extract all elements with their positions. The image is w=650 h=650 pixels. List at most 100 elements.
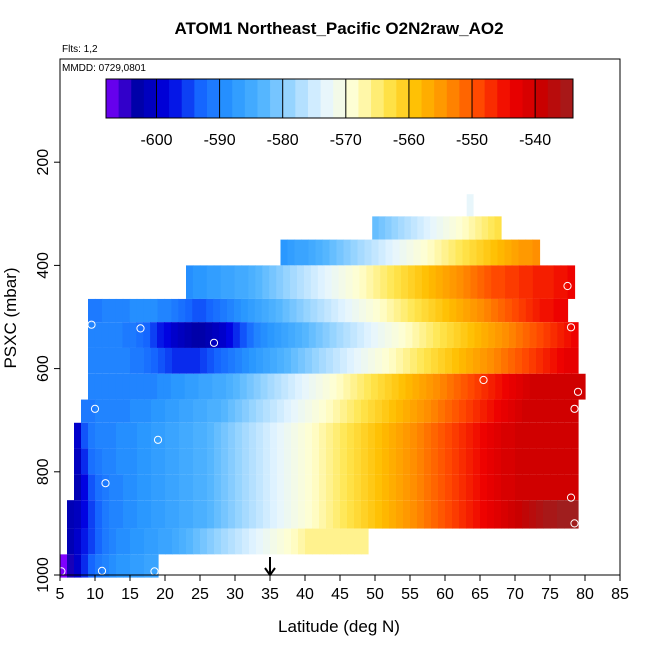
colorbar-segment bbox=[206, 79, 221, 118]
heatmap-cell bbox=[412, 322, 420, 348]
heatmap-cell bbox=[123, 500, 131, 529]
heatmap-cell bbox=[277, 474, 285, 501]
heatmap-cell bbox=[246, 322, 255, 348]
heatmap-cell bbox=[172, 347, 180, 374]
heatmap-cell bbox=[179, 528, 187, 555]
heatmap-cell bbox=[424, 347, 432, 374]
heatmap-cell bbox=[560, 265, 569, 299]
heatmap-cell bbox=[345, 265, 354, 299]
heatmap-cell bbox=[191, 373, 200, 400]
heatmap-cell bbox=[226, 373, 234, 400]
heatmap-cell bbox=[232, 373, 241, 400]
heatmap-cell bbox=[508, 422, 516, 449]
heatmap-cell bbox=[406, 239, 415, 266]
heatmap-cell bbox=[212, 373, 220, 400]
heatmap-cell bbox=[428, 298, 437, 323]
heatmap-cell bbox=[564, 448, 572, 475]
heatmap-cell bbox=[446, 322, 455, 348]
heatmap-cell bbox=[221, 500, 229, 529]
heatmap-cell bbox=[494, 347, 502, 374]
heatmap-cell bbox=[235, 448, 243, 475]
heatmap-cell bbox=[439, 322, 448, 348]
heatmap-cell bbox=[158, 474, 166, 501]
heatmap-cell bbox=[291, 347, 299, 374]
heatmap-cell bbox=[361, 474, 369, 501]
heatmap-cell bbox=[277, 448, 285, 475]
heatmap-cell bbox=[102, 347, 110, 374]
heatmap-cell bbox=[536, 500, 544, 529]
colorbar-segment bbox=[282, 79, 296, 118]
heatmap-cell bbox=[410, 500, 418, 529]
heatmap-cell bbox=[529, 474, 537, 501]
heatmap-cell bbox=[312, 474, 320, 501]
heatmap-cell bbox=[277, 528, 285, 555]
heatmap-cell bbox=[158, 528, 166, 555]
colorbar-segment bbox=[307, 79, 322, 118]
heatmap-cell bbox=[263, 528, 271, 555]
heatmap-cell bbox=[88, 422, 96, 449]
heatmap-cell bbox=[137, 528, 145, 555]
heatmap-cell bbox=[193, 399, 201, 423]
heatmap-cell bbox=[368, 500, 376, 529]
sample-markers bbox=[57, 281, 583, 576]
sample-marker bbox=[209, 338, 219, 347]
heatmap-cell bbox=[116, 422, 124, 449]
heatmap-cell bbox=[396, 474, 404, 501]
heatmap-cell bbox=[179, 500, 187, 529]
heatmap-cell bbox=[116, 554, 124, 578]
heatmap-cell bbox=[137, 448, 145, 475]
heatmap-cell bbox=[377, 373, 386, 400]
heatmap-cell bbox=[319, 528, 327, 555]
heatmap-cell bbox=[375, 500, 383, 529]
heatmap-cell bbox=[144, 500, 152, 529]
heatmap-cell bbox=[536, 347, 544, 374]
heatmap-cell bbox=[456, 265, 465, 299]
heatmap-cell bbox=[435, 298, 444, 323]
heatmap-cell bbox=[199, 265, 208, 299]
heatmap-cell bbox=[384, 322, 393, 348]
heatmap-cell bbox=[407, 298, 416, 323]
heatmap-cell bbox=[207, 500, 215, 529]
heatmap-cell bbox=[172, 422, 180, 449]
heatmap-cell bbox=[396, 422, 404, 449]
heatmap-cell bbox=[571, 422, 579, 449]
heatmap-cell bbox=[336, 322, 344, 348]
heatmap-cell bbox=[74, 422, 82, 449]
heatmap-cell bbox=[550, 500, 558, 529]
heatmap-cell bbox=[144, 422, 152, 449]
heatmap-cell bbox=[200, 399, 208, 423]
heatmap-cell bbox=[247, 298, 256, 323]
heatmap-cell bbox=[322, 322, 331, 348]
heatmap-cell bbox=[377, 322, 386, 348]
y-axis: 200 400 600 800 1000 bbox=[35, 149, 60, 593]
heatmap-cell bbox=[431, 347, 439, 374]
heatmap-cell bbox=[557, 322, 565, 348]
heatmap-cell bbox=[308, 239, 317, 266]
heatmap-cell bbox=[519, 265, 527, 299]
heatmap-cell bbox=[324, 298, 332, 323]
heatmap-cell bbox=[123, 422, 131, 449]
heatmap-cell bbox=[350, 373, 358, 400]
heatmap-cell bbox=[338, 298, 346, 323]
heatmap-cell bbox=[480, 399, 488, 423]
heatmap-cell bbox=[529, 422, 537, 449]
heatmap-cell bbox=[329, 373, 338, 400]
heatmap-cell bbox=[235, 399, 243, 423]
heatmap-cell bbox=[550, 399, 558, 423]
heatmap-cell bbox=[207, 347, 215, 374]
heatmap-cell bbox=[255, 265, 263, 299]
heatmap-cell bbox=[372, 216, 380, 240]
sample-marker bbox=[87, 320, 96, 329]
heatmap-cell bbox=[263, 422, 271, 449]
heatmap-cell bbox=[101, 373, 110, 400]
heatmap-cell bbox=[536, 474, 544, 501]
heatmap-cell bbox=[441, 239, 450, 266]
heatmap-cell bbox=[170, 373, 179, 400]
heatmap-cell bbox=[130, 448, 138, 475]
heatmap-cell bbox=[421, 298, 430, 323]
heatmap-cell bbox=[283, 265, 291, 299]
heatmap-cell bbox=[193, 528, 201, 555]
heatmap-cell bbox=[375, 422, 383, 449]
heatmap-cell bbox=[144, 474, 152, 501]
heatmap-cell bbox=[184, 373, 193, 400]
